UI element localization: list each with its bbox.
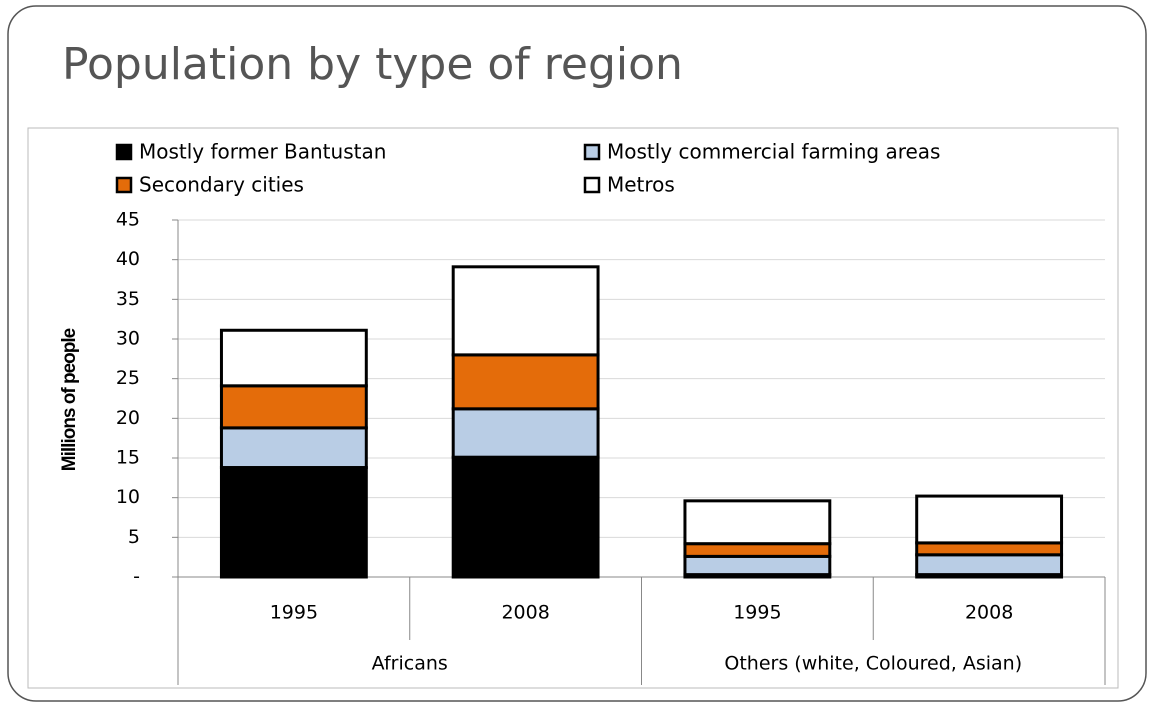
legend-label: Mostly commercial farming areas — [607, 140, 940, 164]
x-tick-label: 2008 — [965, 602, 1013, 624]
y-tick-label: 35 — [116, 288, 140, 310]
y-tick-label: - — [133, 566, 140, 588]
y-axis-label: Millions of people — [59, 328, 80, 471]
bar-segment — [915, 553, 1064, 577]
bar-segment — [219, 328, 368, 388]
x-group-label: Africans — [372, 653, 448, 675]
slide-title: Population by type of region — [62, 39, 683, 90]
x-tick-label: 1995 — [270, 602, 318, 624]
x-group-label: Others (white, Coloured, Asian) — [724, 653, 1022, 675]
legend-label: Secondary cities — [139, 173, 304, 197]
bar-segment — [683, 542, 832, 558]
y-tick-label: 25 — [116, 367, 140, 389]
bar-segment — [451, 407, 600, 459]
y-tick-label: 10 — [116, 486, 140, 508]
y-tick-label: 5 — [128, 526, 140, 548]
bar-segment — [915, 541, 1064, 557]
y-tick-label: 45 — [116, 209, 140, 231]
bar-segment — [219, 426, 368, 470]
x-tick-label: 2008 — [501, 602, 549, 624]
bar-segment — [451, 265, 600, 357]
bar-segment — [683, 554, 832, 577]
legend-label: Mostly former Bantustan — [139, 140, 386, 164]
bar-segment — [219, 384, 368, 430]
legend-label: Metros — [607, 173, 675, 197]
y-tick-label: 20 — [116, 407, 140, 429]
y-tick-label: 30 — [116, 328, 140, 350]
x-tick-label: 1995 — [733, 602, 781, 624]
bar-segment — [915, 494, 1064, 545]
legend-swatch — [115, 143, 133, 161]
y-tick-label: 40 — [116, 248, 140, 270]
y-tick-label: 15 — [116, 447, 140, 469]
bar-segment — [451, 455, 600, 579]
bar-segment — [219, 466, 368, 579]
legend-swatch — [583, 176, 601, 194]
legend-swatch — [115, 176, 133, 194]
bar-segment — [451, 353, 600, 411]
legend-swatch — [583, 143, 601, 161]
bar-segment — [683, 499, 832, 546]
